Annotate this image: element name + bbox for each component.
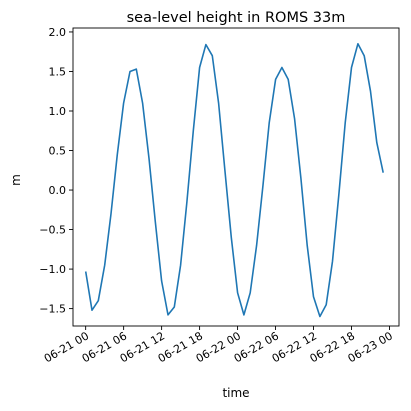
y-tick-label: 1.0	[49, 105, 67, 118]
y-tick-label: 2.0	[49, 26, 67, 39]
y-tick-label: −0.5	[39, 224, 66, 237]
y-tick-label: 1.5	[49, 65, 67, 78]
plot-frame	[72, 27, 400, 327]
y-tick-label: 0.5	[49, 145, 67, 158]
y-tick-label: −1.5	[39, 303, 66, 316]
y-axis: −1.5 −1.0 −0.5 0.0 0.5 1.0 1.5 2.0	[39, 26, 73, 316]
series-line	[84, 42, 384, 318]
y-tick-label: −1.0	[39, 263, 66, 276]
x-axis-label: time	[222, 386, 249, 400]
chart-title: sea-level height in ROMS 33m	[127, 10, 346, 26]
y-axis-label: m	[9, 174, 23, 186]
y-tick-label: 0.0	[49, 184, 67, 197]
plot-area	[84, 42, 384, 318]
